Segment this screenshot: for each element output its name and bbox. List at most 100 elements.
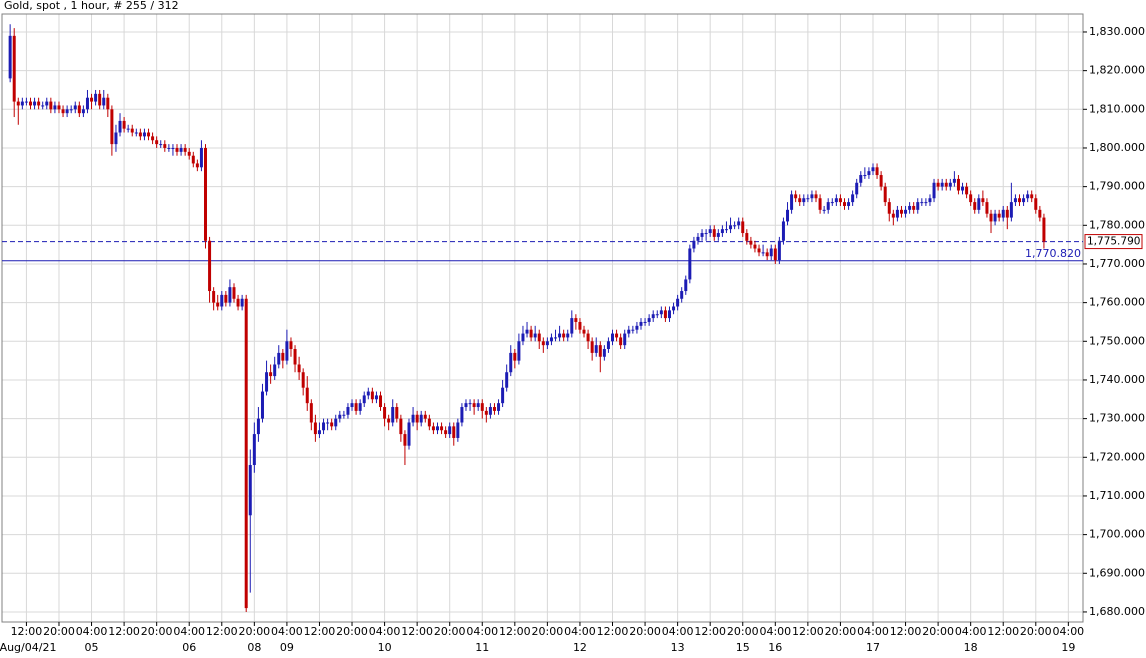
x-tick-label: 20:00 [825, 625, 857, 638]
candle-body [574, 318, 578, 322]
candle-body [179, 147, 183, 152]
candle-body [334, 418, 338, 427]
y-tick-label: 1,830.000 [1089, 25, 1145, 38]
candle-body [28, 101, 32, 106]
candle-body [1030, 194, 1034, 199]
candle-body [928, 198, 932, 203]
candle-body [187, 151, 191, 156]
candle-body [37, 101, 41, 106]
candle-body [989, 213, 993, 222]
y-tick-label: 1,720.000 [1089, 450, 1145, 463]
y-tick-label: 1,680.000 [1089, 605, 1145, 618]
candle-body [794, 194, 798, 199]
candle-body [313, 422, 317, 435]
candle-body [199, 147, 203, 168]
x-tick-label: 04:00 [173, 625, 205, 638]
x-tick-label: 20:00 [141, 625, 173, 638]
x-tick-label: 12:00 [401, 625, 433, 638]
candle-body [281, 352, 285, 361]
candle-body [944, 182, 948, 187]
x-tick-label: 20:00 [629, 625, 661, 638]
candle-body [122, 120, 126, 129]
candle-body [822, 209, 826, 211]
candle-body [558, 333, 562, 338]
candle-body [407, 422, 411, 446]
candle-body [842, 202, 846, 206]
y-tick-label: 1,760.000 [1089, 296, 1145, 309]
candle-body [741, 221, 745, 234]
candle-body [399, 418, 403, 435]
candle-body [708, 229, 712, 234]
candle-body [590, 341, 594, 353]
candle-body [301, 372, 305, 388]
x-tick-label: 12:00 [206, 625, 238, 638]
candle-body [924, 202, 928, 204]
candle-body [232, 287, 236, 299]
candle-body [586, 333, 590, 342]
candle-body [224, 294, 228, 303]
candle-body [578, 321, 582, 330]
candle-body [598, 345, 602, 357]
candle-body [969, 194, 973, 203]
candle-body [505, 372, 509, 388]
candle-body [423, 414, 427, 419]
candle-body [1009, 202, 1013, 218]
x-tick-label: 04:00 [857, 625, 889, 638]
candle-body [305, 387, 309, 404]
candle-body [370, 391, 374, 400]
candle-body [444, 430, 448, 435]
date-label: 16 [768, 641, 782, 654]
candle-body [1034, 198, 1038, 210]
candle-body [952, 178, 956, 183]
candle-body [216, 302, 220, 307]
candle-body [69, 109, 73, 111]
x-tick-label: 12:00 [499, 625, 531, 638]
candle-body [802, 198, 806, 203]
x-tick-label: 04:00 [466, 625, 498, 638]
candle-body [855, 182, 859, 195]
candle-body [611, 333, 615, 342]
candle-body [65, 109, 69, 114]
candle-body [627, 329, 631, 334]
x-tick-label: 12:00 [890, 625, 922, 638]
candle-body [374, 395, 378, 400]
y-tick-label: 1,770.000 [1089, 257, 1145, 270]
candle-body [379, 395, 383, 408]
x-tick-label: 04:00 [662, 625, 694, 638]
x-tick-label: 12:00 [694, 625, 726, 638]
date-label: 10 [378, 641, 392, 654]
y-tick-label: 1,820.000 [1089, 64, 1145, 77]
candle-body [293, 349, 297, 365]
reference-label: 1,770.820 [1025, 247, 1081, 260]
candle-body [256, 418, 260, 435]
candle-body [106, 97, 110, 110]
candle-body [297, 364, 301, 373]
candle-body [513, 352, 517, 361]
candle-body [480, 403, 484, 411]
candle-body [912, 205, 916, 210]
x-tick-label: 12:00 [597, 625, 629, 638]
candle-body [273, 364, 277, 377]
candle-body [53, 105, 57, 110]
candle-body [472, 403, 476, 408]
candle-body [228, 287, 232, 303]
candle-body [562, 333, 566, 338]
candle-body [208, 240, 212, 292]
candle-body [570, 318, 574, 334]
candle-body [244, 298, 248, 609]
candle-body [85, 97, 89, 110]
x-tick-label: 04:00 [955, 625, 987, 638]
x-tick-label: 12:00 [792, 625, 824, 638]
candle-body [468, 403, 472, 405]
candle-body [997, 213, 1001, 218]
candle-body [879, 175, 883, 187]
candle-body [847, 202, 851, 206]
candle-body [749, 240, 753, 245]
date-label: 11 [475, 641, 489, 654]
y-tick-label: 1,730.000 [1089, 412, 1145, 425]
date-label: 18 [964, 641, 978, 654]
candle-body [171, 147, 175, 149]
candle-body [883, 186, 887, 203]
date-label: 12 [573, 641, 587, 654]
candle-body [790, 194, 794, 210]
